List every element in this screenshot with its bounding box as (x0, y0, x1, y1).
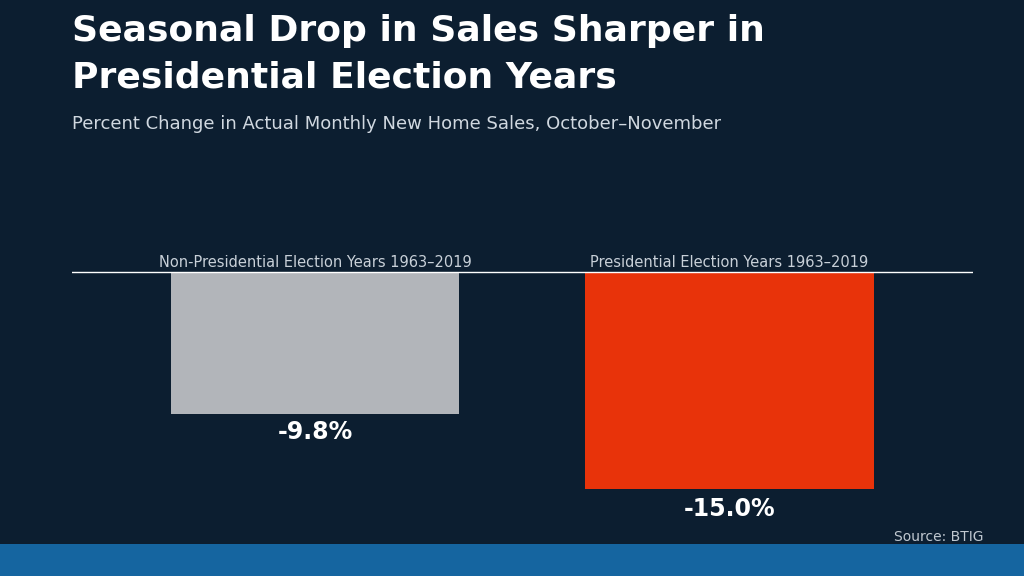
Bar (586, 272, 873, 490)
Text: Source: BTIG: Source: BTIG (894, 530, 983, 544)
Text: Presidential Election Years 1963–2019: Presidential Election Years 1963–2019 (591, 255, 868, 270)
Text: Non-Presidential Election Years 1963–2019: Non-Presidential Election Years 1963–201… (159, 255, 471, 270)
Bar (171, 272, 459, 414)
Text: -9.8%: -9.8% (278, 420, 352, 444)
Text: -15.0%: -15.0% (684, 497, 775, 521)
Text: Percent Change in Actual Monthly New Home Sales, October–November: Percent Change in Actual Monthly New Hom… (72, 115, 721, 133)
Text: Seasonal Drop in Sales Sharper in: Seasonal Drop in Sales Sharper in (72, 14, 765, 48)
Text: Presidential Election Years: Presidential Election Years (72, 60, 616, 94)
